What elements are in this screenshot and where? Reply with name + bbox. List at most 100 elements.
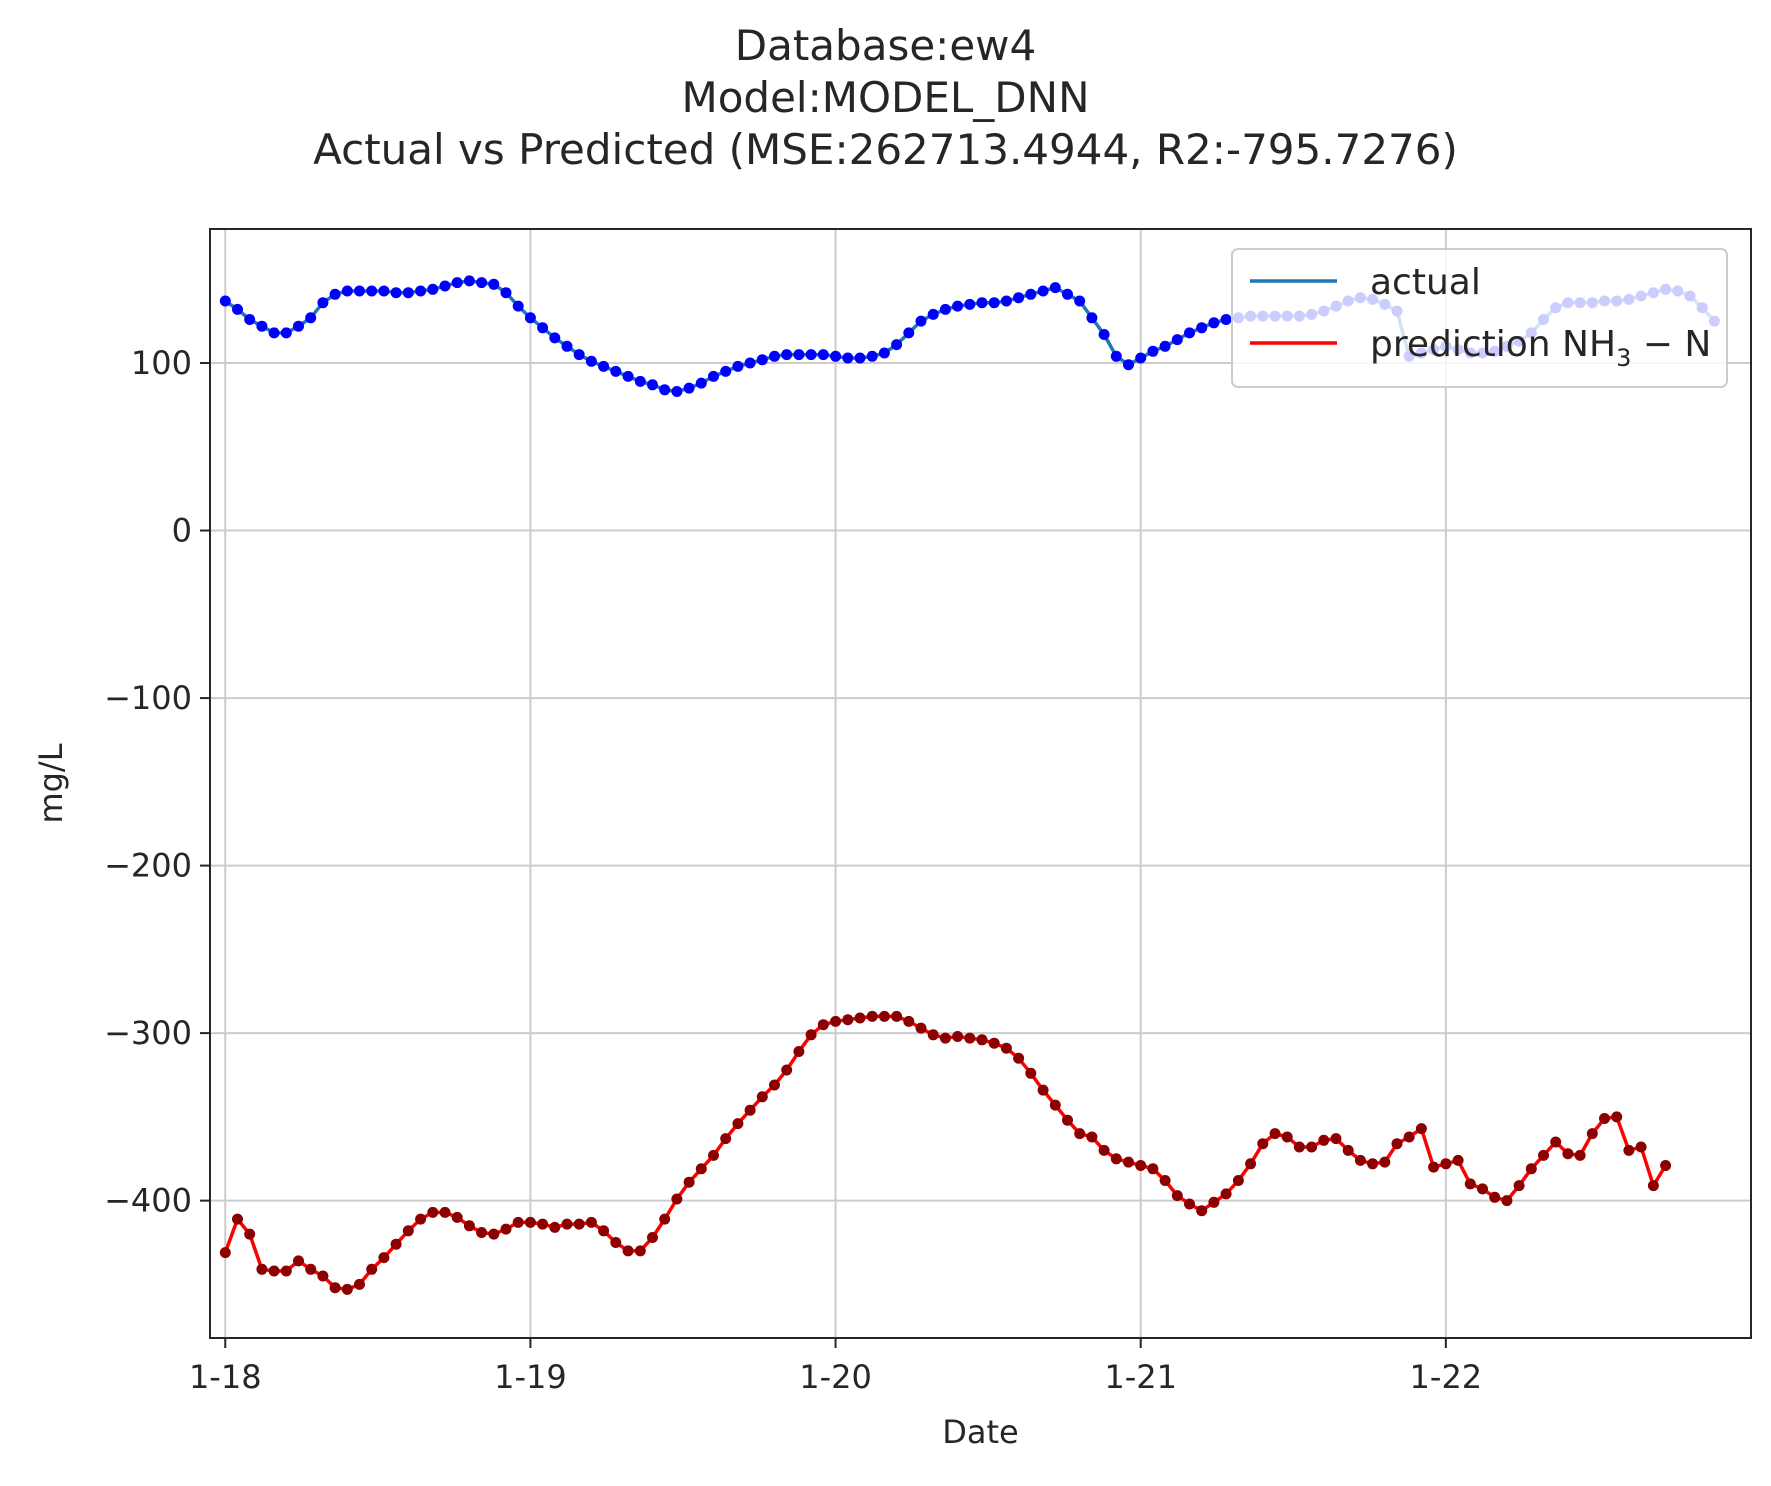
data-point-actual: [708, 370, 719, 382]
title-line-database: Database:ew4: [734, 21, 1037, 70]
data-point-actual: [463, 275, 475, 287]
data-point-prediction: [366, 1263, 378, 1275]
data-point-prediction: [817, 1019, 829, 1031]
data-point-actual: [891, 339, 903, 351]
y-tick-label: −300: [104, 1014, 192, 1052]
series-line-prediction: [223, 1014, 1668, 1292]
data-point-prediction: [1281, 1131, 1293, 1143]
tick-layer: 1-18 1-19 1-20 1-21 1-22 100 0 −100 −200 −300 −400: [104, 344, 1482, 1396]
data-point-prediction: [695, 1163, 707, 1175]
data-point-prediction: [439, 1206, 451, 1218]
data-point-actual: [939, 303, 951, 315]
data-point-prediction: [524, 1216, 536, 1228]
data-point-actual: [744, 357, 756, 369]
data-point-prediction: [1428, 1161, 1440, 1173]
data-point-prediction: [1257, 1138, 1269, 1150]
data-point-actual: [878, 347, 890, 359]
data-point-prediction: [1550, 1136, 1562, 1148]
data-point-prediction: [769, 1079, 780, 1091]
data-point-actual: [488, 278, 500, 290]
data-point-prediction: [1452, 1154, 1464, 1166]
data-point-prediction: [1525, 1163, 1537, 1175]
data-point-actual: [366, 285, 378, 297]
data-point-prediction: [1245, 1158, 1257, 1170]
data-point-prediction: [598, 1225, 610, 1237]
data-point-prediction: [293, 1255, 304, 1267]
data-point-prediction: [1037, 1084, 1049, 1096]
data-point-actual: [500, 287, 512, 299]
data-point-prediction: [866, 1010, 878, 1022]
data-point-prediction: [415, 1213, 427, 1225]
data-point-prediction: [1269, 1128, 1281, 1140]
data-point-actual: [1147, 345, 1159, 357]
data-point-actual: [573, 349, 585, 361]
data-point-prediction: [1391, 1138, 1403, 1150]
y-tick-label: −200: [104, 847, 192, 885]
data-point-prediction: [341, 1283, 353, 1295]
data-point-actual: [732, 360, 744, 372]
data-point-prediction: [1501, 1195, 1513, 1207]
data-point-prediction: [793, 1046, 805, 1057]
data-point-prediction: [1477, 1183, 1488, 1195]
data-point-actual: [988, 297, 1000, 309]
data-point-prediction: [952, 1031, 964, 1042]
data-point-actual: [671, 386, 683, 397]
data-point-prediction: [512, 1216, 524, 1228]
data-point-actual: [1062, 288, 1073, 300]
data-point-actual: [781, 349, 793, 361]
data-point-prediction: [1354, 1154, 1366, 1166]
data-point-prediction: [671, 1193, 683, 1205]
data-point-prediction: [1647, 1180, 1659, 1192]
legend-label-prediction-base: prediction NH: [1370, 324, 1616, 365]
data-point-actual: [317, 297, 329, 309]
data-point-prediction: [964, 1032, 976, 1044]
data-point-prediction: [1623, 1144, 1635, 1156]
data-point-prediction: [1220, 1188, 1232, 1200]
x-tick-label: 1-22: [1410, 1358, 1483, 1396]
data-point-prediction: [317, 1270, 329, 1282]
data-point-prediction: [1110, 1153, 1122, 1165]
data-point-prediction: [939, 1032, 951, 1044]
data-point-prediction: [1159, 1175, 1171, 1186]
legend-label-prediction-tail: − N: [1631, 324, 1711, 365]
data-point-actual: [537, 322, 549, 334]
data-point-prediction: [402, 1225, 414, 1237]
data-point-prediction: [976, 1034, 988, 1046]
data-point-prediction: [1208, 1196, 1220, 1208]
data-point-prediction: [720, 1133, 732, 1145]
data-point-prediction: [549, 1221, 561, 1233]
y-tick-label: 100: [131, 344, 192, 382]
data-point-prediction: [1379, 1156, 1391, 1168]
data-point-prediction: [854, 1012, 866, 1024]
data-point-actual: [683, 382, 695, 394]
data-point-prediction: [305, 1263, 317, 1275]
data-point-prediction: [561, 1218, 573, 1230]
data-point-actual: [1049, 282, 1061, 294]
data-point-actual: [402, 287, 414, 299]
data-point-actual: [695, 377, 707, 389]
data-point-actual: [439, 280, 451, 292]
data-point-actual: [964, 298, 976, 310]
data-point-prediction: [1342, 1144, 1354, 1156]
data-point-actual: [256, 320, 268, 332]
data-point-actual: [915, 315, 927, 327]
grid-lines: [210, 229, 1751, 1338]
data-point-prediction: [1062, 1114, 1073, 1126]
data-point-prediction: [585, 1216, 597, 1228]
data-point-actual: [561, 340, 573, 352]
data-point-actual: [1025, 288, 1037, 300]
data-point-prediction: [1147, 1163, 1159, 1175]
data-point-actual: [1000, 295, 1012, 307]
data-point-actual: [903, 327, 915, 339]
data-point-actual: [512, 300, 524, 312]
data-point-prediction: [427, 1206, 439, 1218]
data-point-actual: [634, 375, 646, 387]
data-point-actual: [305, 312, 317, 324]
data-point-prediction: [1513, 1180, 1525, 1192]
data-point-prediction: [1293, 1141, 1305, 1153]
data-point-actual: [268, 327, 280, 339]
data-point-actual: [232, 303, 243, 315]
data-point-prediction: [647, 1232, 658, 1243]
data-point-prediction: [476, 1227, 488, 1238]
data-point-prediction: [1538, 1149, 1549, 1161]
